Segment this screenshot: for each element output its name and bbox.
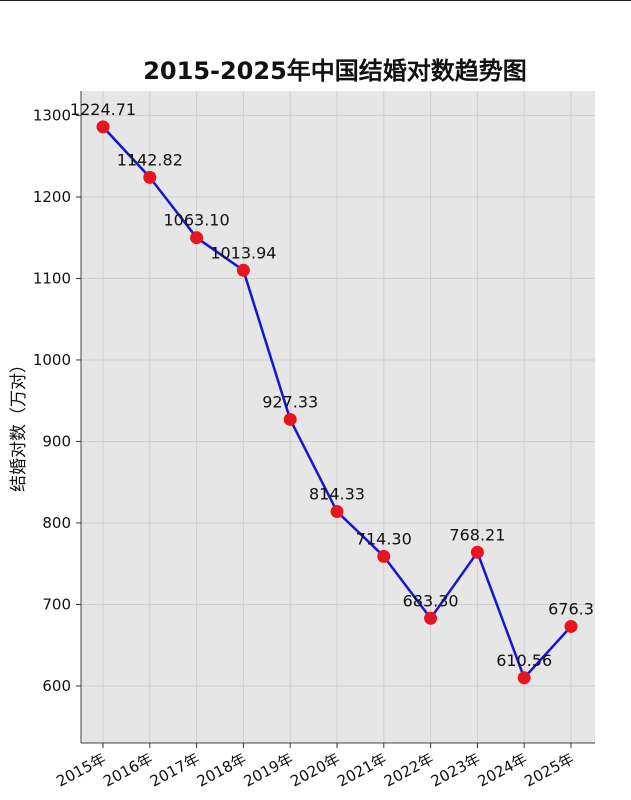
data-label: 1013.94 xyxy=(210,243,276,262)
y-tick-label: 700 xyxy=(42,595,71,613)
data-label: 610.56 xyxy=(496,651,552,670)
y-tick-label: 900 xyxy=(42,432,71,450)
data-label: 676.3 xyxy=(548,599,594,618)
data-point-marker xyxy=(517,671,531,685)
y-tick-label: 1100 xyxy=(33,269,71,287)
data-label: 1224.71 xyxy=(70,100,136,119)
data-point-marker xyxy=(470,545,484,559)
data-label: 814.33 xyxy=(309,485,365,504)
x-axis-ticks: 2015年2016年2017年2018年2019年2020年2021年2022年… xyxy=(53,743,577,791)
marker-group xyxy=(96,120,578,685)
data-point-marker xyxy=(143,170,157,184)
y-tick-label: 800 xyxy=(42,514,71,532)
y-tick-label: 1200 xyxy=(33,188,71,206)
x-tick-label: 2025年 xyxy=(521,750,576,791)
x-tick-label: 2021年 xyxy=(334,750,389,791)
data-point-marker xyxy=(190,231,204,245)
chart-title: 2015-2025年中国结婚对数趋势图 xyxy=(143,57,527,85)
grid-lines xyxy=(81,91,595,743)
y-axis-ticks: 600 700 800 900 1000 1100 1200 1300 xyxy=(33,106,81,695)
x-tick-label: 2024年 xyxy=(475,750,530,791)
data-label: 768.21 xyxy=(449,525,505,544)
data-point-marker xyxy=(377,549,391,563)
x-tick-label: 2015年 xyxy=(53,750,108,791)
y-axis-label: 结婚对数（万对） xyxy=(9,356,29,492)
y-tick-label: 600 xyxy=(42,677,71,695)
x-tick-label: 2017年 xyxy=(147,750,202,791)
x-tick-label: 2016年 xyxy=(100,750,155,791)
data-label: 683.30 xyxy=(403,591,459,610)
axes xyxy=(80,91,595,744)
data-label: 1063.10 xyxy=(164,211,230,230)
y-tick-label: 1000 xyxy=(33,351,71,369)
data-label-group: 1224.71 1142.82 1063.10 1013.94 927.33 814.33… xyxy=(70,100,594,670)
data-point-marker xyxy=(96,120,110,134)
x-tick-label: 2022年 xyxy=(381,750,436,791)
data-point-marker xyxy=(424,611,438,625)
top-border-line xyxy=(0,0,631,1)
x-tick-label: 2020年 xyxy=(287,750,342,791)
y-tick-label: 1300 xyxy=(33,106,71,124)
data-point-marker xyxy=(236,263,250,277)
data-point-marker xyxy=(564,619,578,633)
data-label: 1142.82 xyxy=(117,150,183,169)
data-point-marker xyxy=(330,505,344,519)
x-tick-label: 2019年 xyxy=(241,750,296,791)
x-tick-label: 2023年 xyxy=(428,750,483,791)
x-tick-label: 2018年 xyxy=(194,750,249,791)
data-point-marker xyxy=(283,412,297,426)
data-label: 714.30 xyxy=(356,529,412,548)
data-label: 927.33 xyxy=(262,392,318,411)
